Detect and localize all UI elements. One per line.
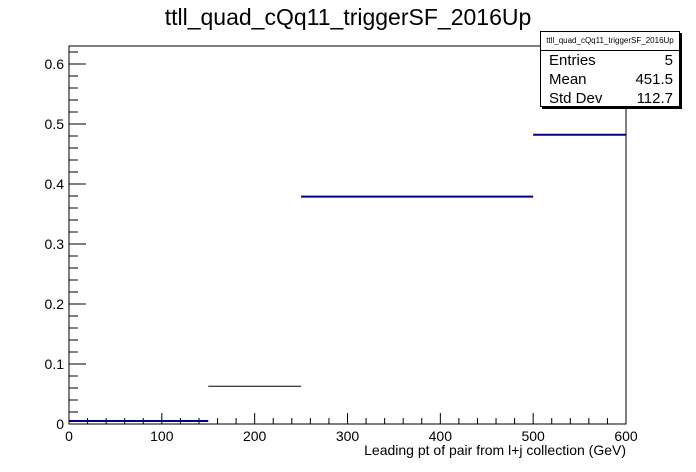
x-tick-label: 100	[150, 428, 174, 444]
chart-title: ttll_quad_cQq11_triggerSF_2016Up	[164, 4, 532, 30]
stats-label: Entries	[549, 52, 596, 69]
stats-row-stddev: Std Dev 112.7	[541, 89, 679, 108]
x-tick-label: 300	[336, 428, 360, 444]
stats-value: 451.5	[635, 71, 673, 88]
stats-label: Std Dev	[549, 90, 603, 107]
y-tick-label: 0.5	[45, 116, 65, 132]
x-tick-label: 0	[65, 428, 73, 444]
x-tick-label: 600	[614, 428, 638, 444]
y-tick-label: 0.6	[45, 56, 65, 72]
y-tick-label: 0.4	[45, 176, 65, 192]
stats-value: 5	[664, 52, 673, 69]
stats-label: Mean	[549, 71, 587, 88]
stats-box: ttll_quad_cQq11_triggerSF_2016Up Entries…	[540, 31, 680, 107]
x-axis-label: Leading pt of pair from l+j collection (…	[364, 442, 626, 458]
y-tick-label: 0.1	[45, 356, 65, 372]
stats-row-entries: Entries 5	[541, 51, 679, 70]
stats-box-title: ttll_quad_cQq11_triggerSF_2016Up	[541, 32, 679, 51]
x-tick-label: 200	[243, 428, 267, 444]
stats-value: 112.7	[636, 90, 673, 107]
x-tick-label: 400	[429, 428, 453, 444]
y-tick-label: 0	[56, 416, 64, 432]
y-tick-label: 0.2	[45, 296, 65, 312]
y-tick-label: 0.3	[45, 236, 65, 252]
x-tick-label: 500	[521, 428, 545, 444]
stats-row-mean: Mean 451.5	[541, 70, 679, 89]
